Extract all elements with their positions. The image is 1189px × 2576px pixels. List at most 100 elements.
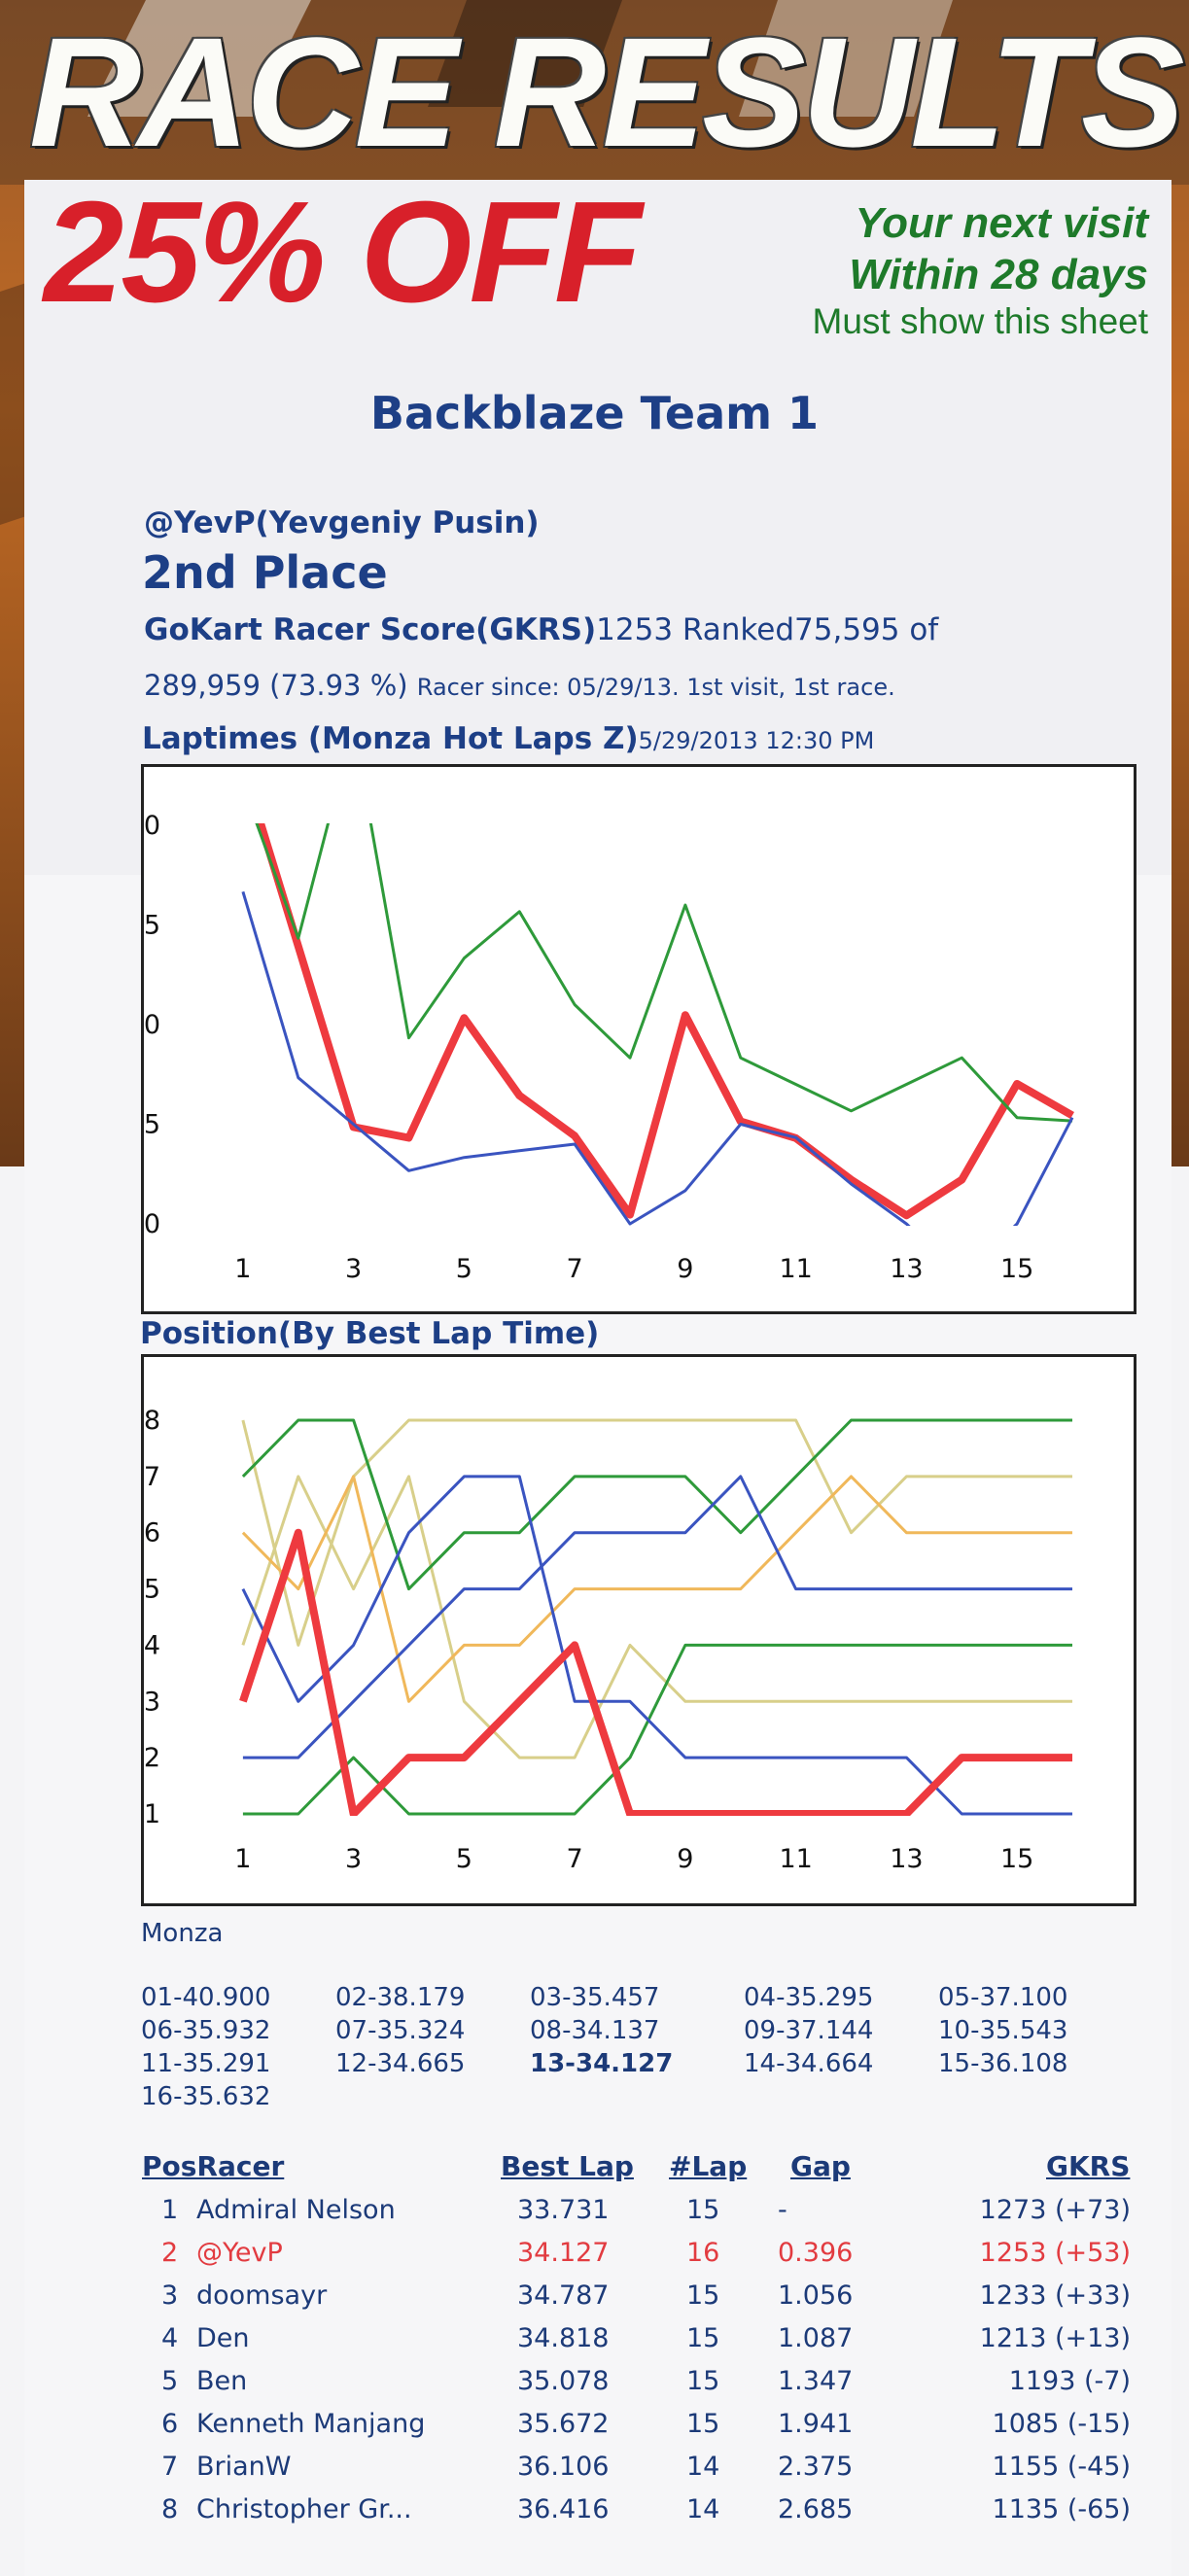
lap-time: 08-34.137 [530, 2016, 660, 2045]
y-tick-label: 8 [144, 1406, 160, 1436]
cell-gkrs: 1273 (+73) [979, 2195, 1131, 2225]
table-row: 4 Den 34.818 15 1.087 1213 (+13) [0, 2323, 1189, 2368]
lap-time: 06-35.932 [141, 2016, 271, 2045]
series-line [255, 823, 1073, 1123]
cell-pos: 4 [161, 2323, 179, 2353]
series-line [256, 823, 1074, 1220]
cell-racer: Christopher Gr... [196, 2494, 412, 2524]
y-tick-label: 5 [144, 1575, 160, 1605]
x-tick-label: 7 [567, 1844, 583, 1874]
cell-racer: Admiral Nelson [196, 2195, 396, 2225]
lap-time: 05-37.100 [938, 1983, 1068, 2012]
col-laps: #Lap [669, 2150, 748, 2182]
cell-laps: 15 [686, 2409, 720, 2439]
promo-line-2: Within 28 days [849, 251, 1148, 298]
cell-best: 36.416 [517, 2494, 610, 2524]
y-tick-label: 3 [144, 1687, 160, 1717]
y-tick-label: 4 [144, 1630, 160, 1660]
y-tick-label: 38.5 [144, 911, 160, 941]
lap-time: 01-40.900 [141, 1983, 271, 2012]
cell-racer: doomsayr [196, 2280, 328, 2311]
lap-time: 11-35.291 [141, 2049, 271, 2078]
cell-best: 35.078 [517, 2366, 610, 2396]
col-gkrs: GKRS [1046, 2150, 1131, 2182]
lap-time: 15-36.108 [938, 2049, 1068, 2078]
x-tick-label: 3 [345, 1844, 362, 1874]
promo-line-3: Must show this sheet [812, 301, 1148, 341]
cell-best: 34.787 [517, 2280, 610, 2311]
table-row: 2 @YevP 34.127 16 0.396 1253 (+53) [0, 2238, 1189, 2282]
cell-gap: 2.685 [778, 2494, 854, 2524]
y-tick-label: 35.5 [144, 1110, 160, 1140]
rank-line: 289,959 (73.93 %) Racer since: 05/29/13.… [144, 669, 895, 702]
lap-time: 02-38.179 [335, 1983, 466, 2012]
position-heading: Position(By Best Lap Time) [140, 1316, 600, 1351]
x-tick-label: 3 [345, 1254, 362, 1284]
cell-best: 34.818 [517, 2323, 610, 2353]
lap-time: 07-35.324 [335, 2016, 466, 2045]
promo-line-1: Your next visit [855, 199, 1148, 247]
cell-gap: 1.087 [778, 2323, 854, 2353]
page-title: RACE RESULTS [29, 5, 1185, 179]
lap-time: 03-35.457 [530, 1983, 660, 2012]
cell-laps: 15 [686, 2366, 720, 2396]
laptime-chart: 40.038.537.035.534.013579111315Time (Avg… [141, 764, 1137, 1314]
x-tick-label: 5 [456, 1844, 472, 1874]
series-line [239, 1528, 1072, 1816]
series-line [241, 1418, 1072, 1647]
racer-handle: @YevP(Yevgeniy Pusin) [144, 505, 540, 540]
x-tick-label: 13 [890, 1844, 923, 1874]
x-tick-label: 9 [677, 1254, 693, 1284]
lap-time: 09-37.144 [744, 2016, 874, 2045]
x-tick-label: 15 [1000, 1844, 1033, 1874]
cell-pos: 8 [161, 2494, 179, 2524]
cell-gkrs: 1155 (-45) [992, 2452, 1131, 2482]
cell-laps: 15 [686, 2323, 720, 2353]
cell-gkrs: 1193 (-7) [1008, 2366, 1131, 2396]
track-name: Monza [141, 1919, 224, 1948]
lap-time: 04-35.295 [744, 1983, 874, 2012]
cell-gap: 1.941 [778, 2409, 854, 2439]
laptimes-datetime: 5/29/2013 12:30 PM [638, 727, 875, 754]
cell-pos: 5 [161, 2366, 179, 2396]
score-line: GoKart Racer Score(GKRS)1253 Ranked75,59… [144, 612, 938, 647]
lap-time: 12-34.665 [335, 2049, 466, 2078]
racer-since: Racer since: 05/29/13. 1st visit, 1st ra… [416, 674, 895, 701]
x-tick-label: 5 [456, 1254, 472, 1284]
cell-best: 33.731 [517, 2195, 610, 2225]
cell-gkrs: 1135 (-65) [992, 2494, 1131, 2524]
table-row: 5 Ben 35.078 15 1.347 1193 (-7) [0, 2366, 1189, 2411]
series-line [241, 1475, 1072, 1759]
lap-time: 10-35.543 [938, 2016, 1068, 2045]
cell-laps: 16 [686, 2238, 720, 2268]
cell-gap: 0.396 [778, 2238, 854, 2268]
cell-best: 34.127 [517, 2238, 610, 2268]
x-tick-label: 9 [677, 1844, 693, 1874]
y-tick-label: 34.0 [144, 1209, 160, 1239]
y-tick-label: 2 [144, 1743, 160, 1773]
y-tick-label: 7 [144, 1462, 160, 1492]
series-line [241, 1418, 1072, 1591]
table-row: 6 Kenneth Manjang 35.672 15 1.941 1085 (-15) [0, 2409, 1189, 2454]
cell-gap: 1.056 [778, 2280, 854, 2311]
cell-laps: 14 [686, 2452, 720, 2482]
x-tick-label: 15 [1000, 1254, 1033, 1284]
x-tick-label: 7 [567, 1254, 583, 1284]
lap-time: 14-34.664 [744, 2049, 874, 2078]
rank-value: 289,959 (73.93 %) [144, 669, 408, 702]
y-tick-label: 37.0 [144, 1010, 160, 1040]
col-best-lap: Best Lap [501, 2150, 634, 2182]
cell-pos: 2 [161, 2238, 179, 2268]
cell-racer: Ben [196, 2366, 248, 2396]
y-tick-label: 1 [144, 1799, 160, 1829]
cell-gap: 1.347 [778, 2366, 854, 2396]
table-row: 1 Admiral Nelson 33.731 15 - 1273 (+73) [0, 2195, 1189, 2240]
cell-racer: Kenneth Manjang [196, 2409, 426, 2439]
cell-laps: 15 [686, 2195, 720, 2225]
team-name: Backblaze Team 1 [369, 387, 820, 439]
position-chart-svg: 8765432113579111315Position [144, 1406, 1072, 1874]
col-pos-racer: PosRacer [142, 2150, 285, 2182]
position-chart: 8765432113579111315Position [141, 1354, 1137, 1906]
table-row: 7 BrianW 36.106 14 2.375 1155 (-45) [0, 2452, 1189, 2496]
cell-gkrs: 1233 (+33) [979, 2280, 1131, 2311]
